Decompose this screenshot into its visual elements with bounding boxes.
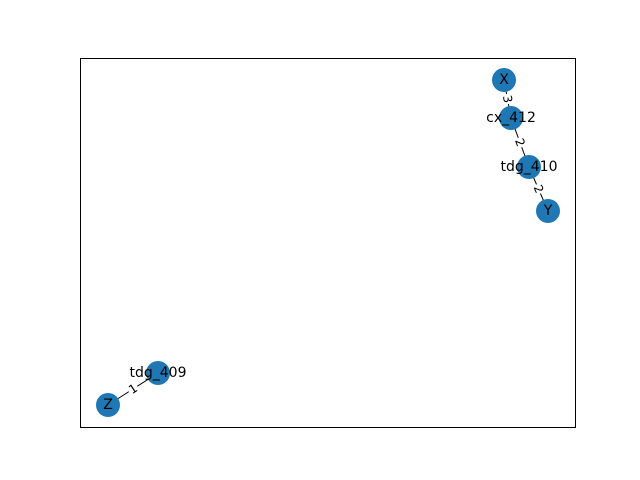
edge-label-group: 2 [510, 135, 530, 150]
edge-label-background [510, 135, 530, 150]
node-tdg_410 [517, 155, 541, 179]
node-label-tdg_409: tdg_409 [130, 365, 187, 381]
edge-label-group: 3 [498, 92, 517, 106]
node-label-Z: Z [103, 397, 113, 413]
node-label-tdg_410: tdg_410 [501, 159, 558, 175]
edge-label-background [124, 379, 142, 399]
node-label-X: X [499, 72, 509, 88]
node-cx_412 [499, 106, 523, 130]
edge-label-group: 2 [529, 181, 548, 197]
edges-layer: 3 2 2 1 [107, 79, 549, 406]
edge-label-background [529, 181, 548, 197]
edge-label-group: 1 [124, 379, 142, 399]
node-X [492, 68, 516, 92]
node-label-Y: Y [543, 203, 553, 219]
edge-label: 3 [500, 94, 515, 104]
edge-label-background [498, 92, 517, 106]
edge-label: 2 [512, 137, 528, 149]
node-tdg_409 [146, 361, 170, 385]
node-label-cx_412: cx_412 [486, 110, 536, 126]
axes-frame [80, 58, 576, 428]
node-Y [536, 199, 560, 223]
node-Z [96, 393, 120, 417]
